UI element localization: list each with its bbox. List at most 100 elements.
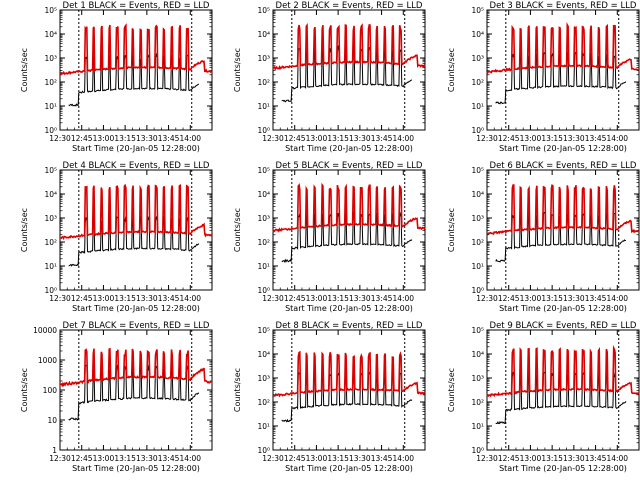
y-axis-label: Counts/sec — [447, 208, 456, 252]
x-axis-label: Start Time (20-Jan-05 12:28:00) — [285, 304, 413, 313]
x-tick-label: 13:30 — [136, 294, 158, 303]
x-tick-label: 13:00 — [306, 454, 328, 463]
y-tick-label: 10⁰ — [471, 126, 484, 135]
plot-frame — [272, 329, 426, 451]
y-tick-label: 10000 — [33, 326, 57, 335]
x-tick-label: 12:45 — [498, 454, 520, 463]
y-tick-label: 10³ — [471, 54, 484, 63]
x-tick-label: 13:45 — [158, 454, 180, 463]
y-tick-label: 10⁵ — [44, 166, 57, 175]
y-tick-label: 10³ — [44, 214, 57, 223]
x-tick-label: 13:45 — [585, 134, 607, 143]
x-tick-label: 13:00 — [93, 134, 115, 143]
chart-panel-5: Det 5 BLACK = Events, RED = LLD 10⁰ 10¹ 10²… — [233, 161, 426, 313]
x-tick-label: 14:00 — [179, 134, 201, 143]
series-events-line — [281, 45, 413, 103]
y-tick-label: 10⁴ — [257, 350, 270, 359]
plot-frame — [272, 9, 426, 131]
y-tick-label: 10² — [471, 238, 484, 247]
y-tick-label: 10 — [47, 416, 57, 425]
x-tick-label: 13:45 — [585, 294, 607, 303]
y-tick-label: 10³ — [257, 214, 270, 223]
x-tick-label: 14:00 — [606, 454, 628, 463]
y-axis-label: Counts/sec — [20, 48, 29, 92]
y-tick-label: 10² — [257, 78, 270, 87]
series-lld-line — [272, 22, 426, 72]
x-tick-label: 12:45 — [498, 294, 520, 303]
y-tick-label: 10⁵ — [471, 6, 484, 15]
x-tick-label: 14:00 — [392, 454, 414, 463]
x-tick-label: 12:45 — [284, 294, 306, 303]
y-axis-label: Counts/sec — [20, 208, 29, 252]
x-tick-label: 13:15 — [327, 454, 349, 463]
series-lld-line — [486, 344, 640, 398]
series-lld-line — [272, 182, 426, 233]
x-axis-label: Start Time (20-Jan-05 12:28:00) — [285, 144, 413, 153]
y-tick-label: 10⁰ — [257, 286, 270, 295]
y-tick-label: 10⁴ — [471, 350, 484, 359]
x-tick-label: 13:15 — [114, 294, 136, 303]
x-tick-label: 13:00 — [520, 134, 542, 143]
x-tick-label: 12:30 — [262, 294, 284, 303]
y-tick-label: 10³ — [257, 54, 270, 63]
series-lld-line — [60, 183, 213, 241]
x-tick-label: 13:15 — [541, 134, 563, 143]
plot-frame — [59, 169, 213, 291]
y-axis-label: Counts/sec — [233, 368, 242, 412]
x-tick-label: 13:45 — [585, 454, 607, 463]
x-tick-label: 13:45 — [371, 454, 393, 463]
y-axis-label: Counts/sec — [233, 208, 242, 252]
x-tick-label: 14:00 — [606, 294, 628, 303]
x-tick-label: 13:45 — [371, 294, 393, 303]
chart-title: Det 8 BLACK = Events, RED = LLD — [276, 321, 423, 331]
x-tick-label: 14:00 — [392, 134, 414, 143]
y-tick-label: 10² — [257, 398, 270, 407]
y-tick-label: 10⁵ — [257, 166, 270, 175]
x-tick-label: 13:30 — [349, 294, 371, 303]
x-tick-label: 14:00 — [179, 454, 201, 463]
plot-frame — [59, 329, 213, 451]
x-tick-label: 13:00 — [306, 294, 328, 303]
y-axis-label: Counts/sec — [447, 368, 456, 412]
y-tick-label: 10⁴ — [44, 190, 57, 199]
chart-panel-3: Det 3 BLACK = Events, RED = LLD 10⁰ 10¹ 10²… — [447, 1, 640, 153]
x-tick-label: 12:30 — [476, 134, 498, 143]
x-tick-label: 13:15 — [114, 454, 136, 463]
chart-title: Det 1 BLACK = Events, RED = LLD — [63, 1, 210, 11]
x-tick-label: 12:30 — [262, 134, 284, 143]
x-tick-label: 14:00 — [606, 134, 628, 143]
chart-panel-1: Det 1 BLACK = Events, RED = LLD 10⁰ 10¹ 10²… — [20, 1, 213, 153]
x-tick-label: 13:30 — [563, 294, 585, 303]
chart-panel-6: Det 6 BLACK = Events, RED = LLD 10⁰ 10¹ 10²… — [447, 161, 640, 313]
x-tick-label: 13:30 — [349, 134, 371, 143]
chart-title: Det 4 BLACK = Events, RED = LLD — [63, 161, 210, 171]
series-lld-line — [486, 183, 640, 235]
x-tick-label: 13:15 — [114, 134, 136, 143]
series-events-line — [68, 52, 200, 107]
y-tick-label: 10³ — [257, 374, 270, 383]
x-tick-label: 14:00 — [179, 294, 201, 303]
series-events-line — [495, 371, 627, 425]
y-tick-label: 10⁴ — [257, 30, 270, 39]
x-tick-label: 12:30 — [262, 454, 284, 463]
chart-title: Det 3 BLACK = Events, RED = LLD — [490, 1, 637, 11]
chart-title: Det 5 BLACK = Events, RED = LLD — [276, 161, 423, 171]
x-tick-label: 13:45 — [158, 134, 180, 143]
series-events-line — [495, 50, 627, 105]
x-tick-label: 13:15 — [327, 294, 349, 303]
x-tick-label: 13:00 — [93, 454, 115, 463]
series-events-line — [68, 364, 200, 421]
y-axis-label: Counts/sec — [233, 48, 242, 92]
y-tick-label: 10³ — [44, 54, 57, 63]
x-tick-label: 12:45 — [284, 454, 306, 463]
y-tick-label: 1000 — [38, 356, 57, 365]
y-tick-label: 10² — [471, 398, 484, 407]
chart-title: Det 9 BLACK = Events, RED = LLD — [490, 321, 637, 331]
y-tick-label: 10² — [44, 238, 57, 247]
x-tick-label: 13:15 — [541, 454, 563, 463]
x-tick-label: 14:00 — [392, 294, 414, 303]
y-tick-label: 10⁵ — [471, 326, 484, 335]
x-tick-label: 13:30 — [136, 134, 158, 143]
series-events-line — [495, 211, 627, 263]
series-events-line — [68, 215, 200, 267]
